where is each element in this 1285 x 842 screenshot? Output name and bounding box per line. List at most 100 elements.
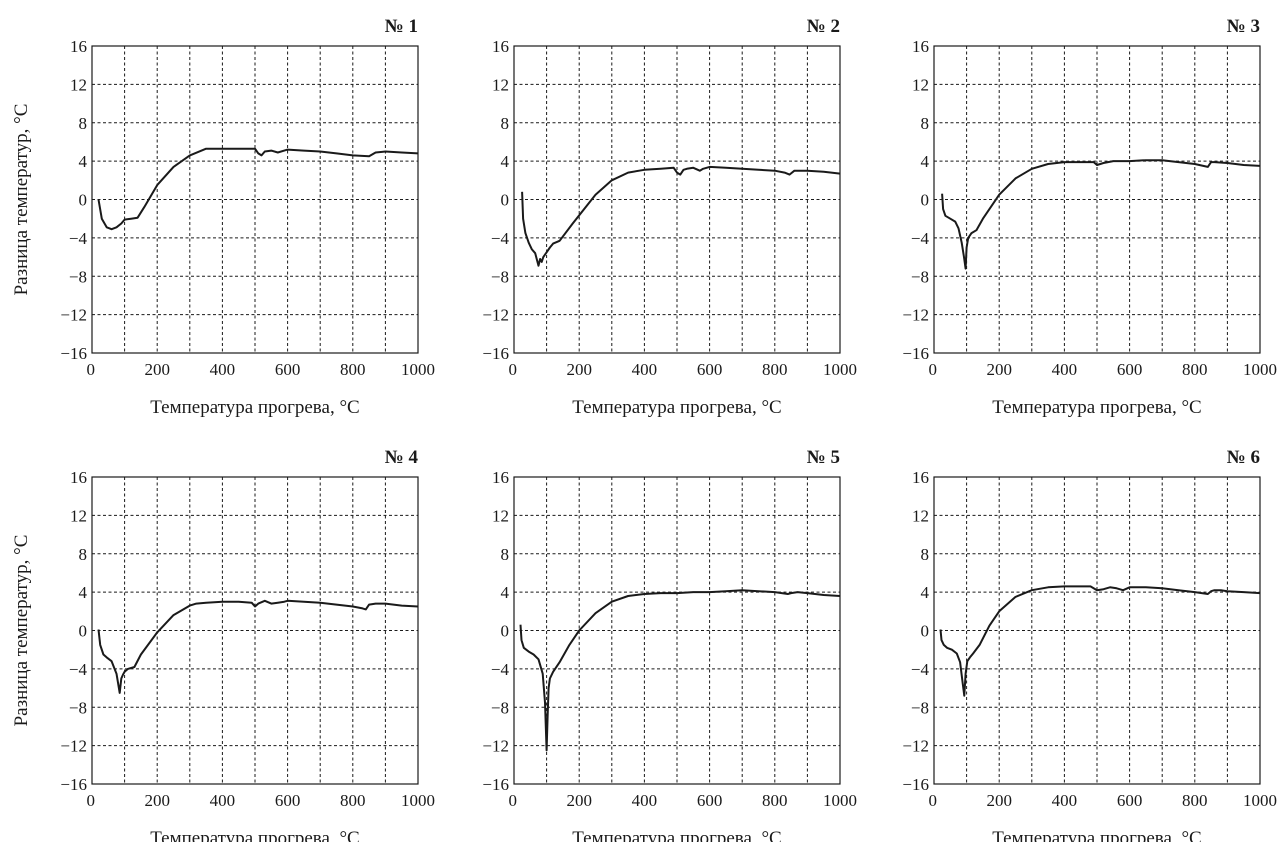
y-tick-label: −16 bbox=[482, 775, 509, 794]
y-tick-label: −4 bbox=[491, 229, 510, 248]
y-tick-label: 12 bbox=[70, 506, 87, 525]
x-tick-label: 1000 bbox=[823, 791, 857, 810]
y-tick-label: −8 bbox=[69, 267, 87, 286]
series-line bbox=[941, 159, 1261, 270]
plot-frame bbox=[91, 45, 419, 354]
x-tick-label: 200 bbox=[144, 791, 170, 810]
series-line bbox=[521, 165, 841, 267]
x-tick-label: 0 bbox=[509, 791, 518, 810]
y-tick-label: 0 bbox=[921, 191, 930, 210]
y-tick-label: −12 bbox=[482, 737, 509, 756]
x-tick-label: 600 bbox=[697, 791, 723, 810]
y-tick-label: 16 bbox=[912, 468, 929, 487]
y-tick-label: 8 bbox=[501, 545, 510, 564]
y-tick-label: 16 bbox=[492, 37, 509, 56]
y-tick-label: −4 bbox=[911, 660, 930, 679]
x-tick-label: 600 bbox=[697, 360, 723, 379]
x-tick-label: 400 bbox=[632, 360, 658, 379]
plot-frame bbox=[513, 45, 841, 354]
y-tick-label: 0 bbox=[79, 622, 88, 641]
x-tick-label: 400 bbox=[210, 791, 236, 810]
x-tick-label: 0 bbox=[87, 791, 96, 810]
y-tick-label: −4 bbox=[491, 660, 510, 679]
y-tick-label: −8 bbox=[491, 698, 509, 717]
y-tick-label: 4 bbox=[501, 152, 510, 171]
y-tick-label: 0 bbox=[501, 622, 510, 641]
x-tick-label: 1000 bbox=[1243, 360, 1277, 379]
x-tick-label: 1000 bbox=[401, 791, 435, 810]
y-tick-label: 4 bbox=[501, 583, 510, 602]
y-tick-label: −4 bbox=[911, 229, 930, 248]
x-tick-label: 600 bbox=[1117, 791, 1143, 810]
x-tick-label: 0 bbox=[87, 360, 96, 379]
x-tick-label: 600 bbox=[275, 791, 301, 810]
x-tick-label: 1000 bbox=[823, 360, 857, 379]
plot-frame bbox=[933, 476, 1261, 785]
y-tick-label: −16 bbox=[482, 344, 509, 363]
x-tick-label: 0 bbox=[929, 791, 938, 810]
y-tick-label: −8 bbox=[911, 698, 929, 717]
y-tick-label: 4 bbox=[79, 583, 88, 602]
y-axis-label: Разница температур, °C bbox=[11, 535, 32, 727]
y-tick-label: −16 bbox=[902, 775, 929, 794]
x-tick-label: 800 bbox=[340, 791, 366, 810]
y-tick-label: 8 bbox=[79, 114, 88, 133]
y-tick-label: 16 bbox=[70, 468, 87, 487]
x-tick-label: 400 bbox=[632, 791, 658, 810]
y-tick-label: −16 bbox=[60, 775, 87, 794]
y-tick-label: 8 bbox=[501, 114, 510, 133]
y-tick-label: 4 bbox=[921, 152, 930, 171]
y-tick-label: −16 bbox=[902, 344, 929, 363]
x-axis-label: Температура прогрева, °C bbox=[992, 397, 1201, 418]
x-tick-label: 400 bbox=[1052, 791, 1078, 810]
series-line bbox=[97, 599, 419, 694]
y-tick-label: 4 bbox=[921, 583, 930, 602]
x-axis-label: Температура прогрева, °C bbox=[572, 828, 781, 842]
y-axis-label: Разница температур, °C bbox=[11, 104, 32, 296]
x-tick-label: 400 bbox=[210, 360, 236, 379]
x-tick-label: 1000 bbox=[401, 360, 435, 379]
x-axis-label: Температура прогрева, °C bbox=[992, 828, 1201, 842]
series-line bbox=[519, 589, 841, 752]
y-tick-label: −16 bbox=[60, 344, 87, 363]
y-tick-label: 12 bbox=[492, 506, 509, 525]
x-tick-label: 800 bbox=[1182, 791, 1208, 810]
chart-title: № 2 bbox=[807, 16, 840, 37]
x-tick-label: 200 bbox=[566, 360, 592, 379]
y-tick-label: −8 bbox=[911, 267, 929, 286]
chart-title: № 6 bbox=[1227, 447, 1260, 468]
x-tick-label: 200 bbox=[566, 791, 592, 810]
y-tick-label: −12 bbox=[902, 737, 929, 756]
series-line bbox=[97, 147, 419, 231]
y-tick-label: −12 bbox=[60, 306, 87, 325]
y-tick-label: 8 bbox=[79, 545, 88, 564]
y-tick-label: 16 bbox=[912, 37, 929, 56]
x-tick-label: 200 bbox=[144, 360, 170, 379]
y-tick-label: 0 bbox=[79, 191, 88, 210]
chart-title: № 4 bbox=[385, 447, 419, 468]
y-tick-label: 12 bbox=[70, 75, 87, 94]
y-tick-label: 16 bbox=[492, 468, 509, 487]
y-tick-label: −12 bbox=[902, 306, 929, 325]
y-tick-label: 12 bbox=[912, 506, 929, 525]
x-tick-label: 800 bbox=[340, 360, 366, 379]
y-tick-label: −4 bbox=[69, 660, 88, 679]
y-tick-label: 0 bbox=[921, 622, 930, 641]
y-tick-label: 12 bbox=[492, 75, 509, 94]
plot-frame bbox=[513, 476, 841, 785]
y-tick-label: 8 bbox=[921, 114, 930, 133]
chart-title: № 5 bbox=[807, 447, 840, 468]
x-tick-label: 0 bbox=[509, 360, 518, 379]
x-axis-label: Температура прогрева, °C bbox=[150, 397, 359, 418]
y-tick-label: 16 bbox=[70, 37, 87, 56]
y-tick-label: 4 bbox=[79, 152, 88, 171]
plot-frame bbox=[933, 45, 1261, 354]
chart-title: № 1 bbox=[385, 16, 418, 37]
chart-title: № 3 bbox=[1227, 16, 1260, 37]
x-tick-label: 200 bbox=[986, 791, 1012, 810]
